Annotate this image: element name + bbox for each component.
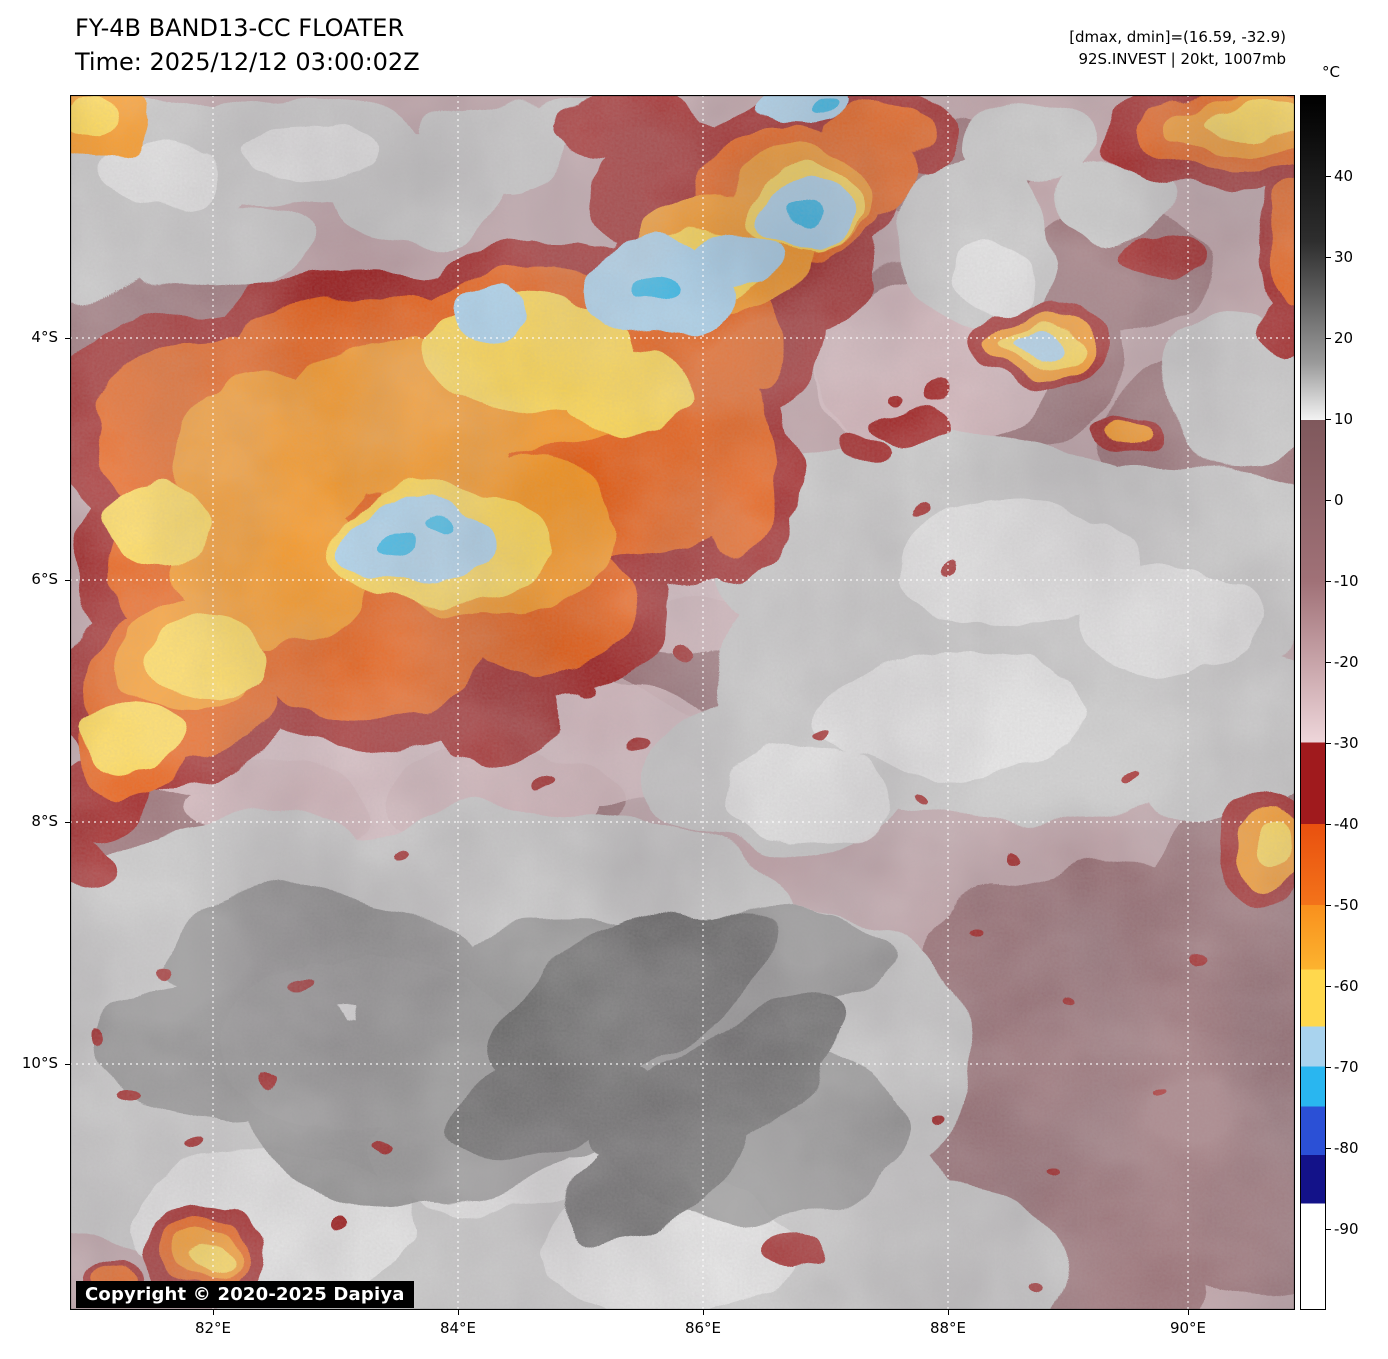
colorbar-tick-label: 40	[1334, 166, 1354, 185]
x-axis-tick-label: 90°E	[1169, 1319, 1207, 1337]
colorbar-tick-label: 20	[1334, 328, 1354, 347]
x-axis-tick	[457, 1310, 459, 1315]
colorbar-tick	[1326, 1066, 1331, 1068]
colorbar-tick	[1326, 985, 1331, 987]
page-title: FY-4B BAND13-CC FLOATER	[75, 14, 405, 42]
y-axis-tick-label: 4°S	[31, 328, 58, 346]
colorbar-tick-label: 10	[1334, 409, 1354, 428]
colorbar-tick-label: -60	[1334, 976, 1359, 995]
copyright-watermark: Copyright © 2020-2025 Dapiya	[76, 1281, 414, 1308]
colorbar-tick	[1326, 1228, 1331, 1230]
colorbar-tick	[1326, 337, 1331, 339]
x-axis-tick	[702, 1310, 704, 1315]
y-axis-tick-label: 10°S	[21, 1054, 58, 1072]
plot-border	[70, 95, 1295, 1310]
colorbar-tick	[1326, 580, 1331, 582]
colorbar-tick-label: 0	[1334, 490, 1344, 509]
y-axis-tick-label: 6°S	[31, 570, 58, 588]
y-axis-tick	[65, 821, 70, 823]
colorbar-tick	[1326, 175, 1331, 177]
colorbar-tick-label: -10	[1334, 571, 1359, 590]
lat-lon-gridlines	[70, 95, 1295, 1310]
colorbar-tick	[1326, 499, 1331, 501]
colorbar-tick-label: -90	[1334, 1219, 1359, 1238]
x-axis-tick-label: 82°E	[194, 1319, 232, 1337]
colorbar-tick-label: -20	[1334, 652, 1359, 671]
satellite-map	[70, 95, 1295, 1310]
colorbar-unit-label: °C	[1322, 63, 1340, 81]
colorbar-tick-label: -80	[1334, 1138, 1359, 1157]
x-axis-tick	[1187, 1310, 1189, 1315]
colorbar-tick	[1326, 823, 1331, 825]
timestamp-line: Time: 2025/12/12 03:00:02Z	[75, 48, 420, 76]
satellite-image	[70, 95, 1295, 1310]
y-axis-tick	[65, 337, 70, 339]
y-axis-tick-label: 8°S	[31, 812, 58, 830]
colorbar-tick	[1326, 256, 1331, 258]
pixel-grain-overlay	[70, 95, 1295, 1310]
x-axis-tick-label: 84°E	[439, 1319, 477, 1337]
dmax-dmin-stats: [dmax, dmin]=(16.59, -32.9)	[1069, 28, 1286, 46]
colorbar-tick	[1326, 418, 1331, 420]
colorbar-tick-label: -40	[1334, 814, 1359, 833]
colorbar-tick-label: -30	[1334, 733, 1359, 752]
colorbar-tick-label: -70	[1334, 1057, 1359, 1076]
y-axis-tick	[65, 1063, 70, 1065]
colorbar	[1300, 95, 1326, 1310]
colorbar-gradient	[1301, 96, 1325, 1309]
colorbar-tick-label: -50	[1334, 895, 1359, 914]
x-axis-tick-label: 88°E	[929, 1319, 967, 1337]
y-axis-tick	[65, 579, 70, 581]
x-axis-tick	[212, 1310, 214, 1315]
colorbar-tick	[1326, 742, 1331, 744]
colorbar-tick-label: 30	[1334, 247, 1354, 266]
x-axis-tick-label: 86°E	[684, 1319, 722, 1337]
storm-info: 92S.INVEST | 20kt, 1007mb	[1078, 50, 1286, 68]
colorbar-tick	[1326, 661, 1331, 663]
colorbar-tick	[1326, 904, 1331, 906]
colorbar-tick	[1326, 1147, 1331, 1149]
x-axis-tick	[947, 1310, 949, 1315]
